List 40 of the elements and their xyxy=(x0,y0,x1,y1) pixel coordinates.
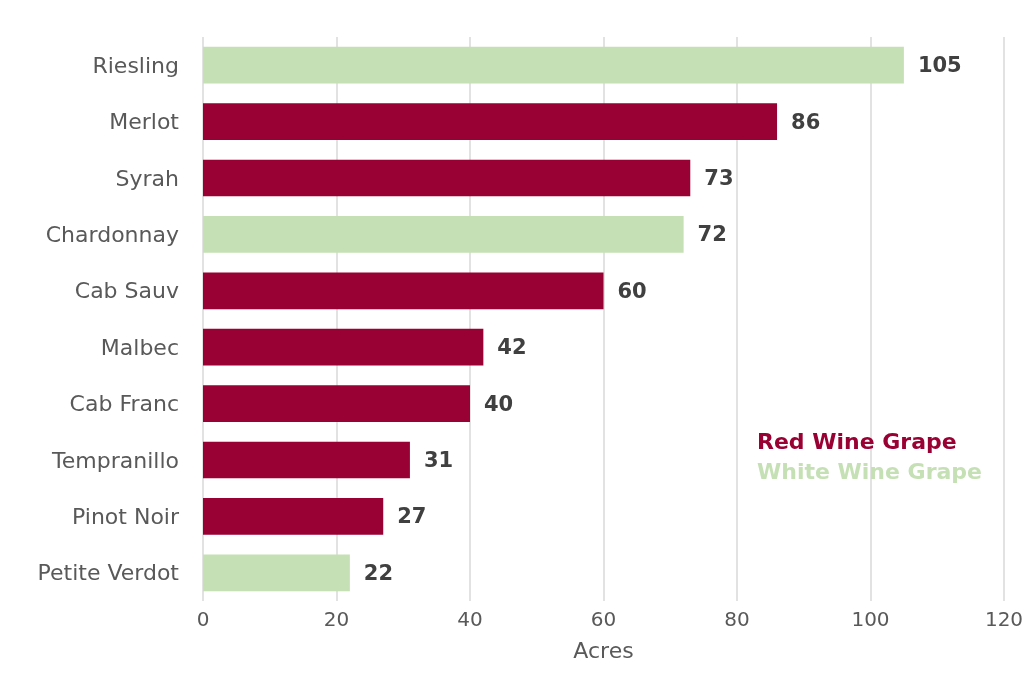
x-tick-label: 80 xyxy=(724,607,750,631)
data-label: 40 xyxy=(484,391,514,416)
bar xyxy=(203,272,604,310)
x-axis-title: Acres xyxy=(573,637,634,663)
text: Red Wine Grape xyxy=(756,428,957,454)
data-label: 42 xyxy=(497,335,527,360)
bar xyxy=(203,498,384,535)
y-tick-label: Tempranillo xyxy=(51,447,179,473)
data-label: 73 xyxy=(704,166,734,190)
y-tick-label: Cab Sauv xyxy=(74,278,179,304)
y-tick-label: Merlot xyxy=(109,109,180,135)
bar xyxy=(203,46,904,84)
bar xyxy=(203,441,410,479)
y-tick-label: Petite Verdot xyxy=(37,560,180,586)
y-tick-label: Pinot Noir xyxy=(72,503,180,529)
bar xyxy=(203,159,691,197)
data-label: 72 xyxy=(697,222,727,247)
bar xyxy=(203,385,470,422)
data-label: 27 xyxy=(397,504,427,529)
x-tick-label: 100 xyxy=(851,607,890,631)
x-tick-label: 60 xyxy=(590,607,617,631)
y-tick-label: Malbec xyxy=(100,334,179,360)
data-label: 105 xyxy=(917,53,962,78)
bar xyxy=(203,554,350,592)
data-label: 22 xyxy=(363,560,394,585)
data-label: 86 xyxy=(791,109,821,134)
x-tick-label: 0 xyxy=(196,607,210,631)
y-tick-label: Riesling xyxy=(92,52,179,78)
bar xyxy=(203,216,684,253)
x-tick-label: 40 xyxy=(457,607,483,631)
bar xyxy=(203,103,778,140)
y-tick-label: Cab Franc xyxy=(69,391,179,417)
y-tick-label: Chardonnay xyxy=(45,221,179,247)
data-label: 60 xyxy=(617,278,647,303)
x-tick-label: 120 xyxy=(984,607,1024,631)
x-tick-label: 20 xyxy=(323,607,350,631)
data-label: 31 xyxy=(423,448,454,472)
text: White Wine Grape xyxy=(756,458,983,484)
y-tick-label: Syrah xyxy=(115,165,179,191)
bar xyxy=(203,328,484,366)
